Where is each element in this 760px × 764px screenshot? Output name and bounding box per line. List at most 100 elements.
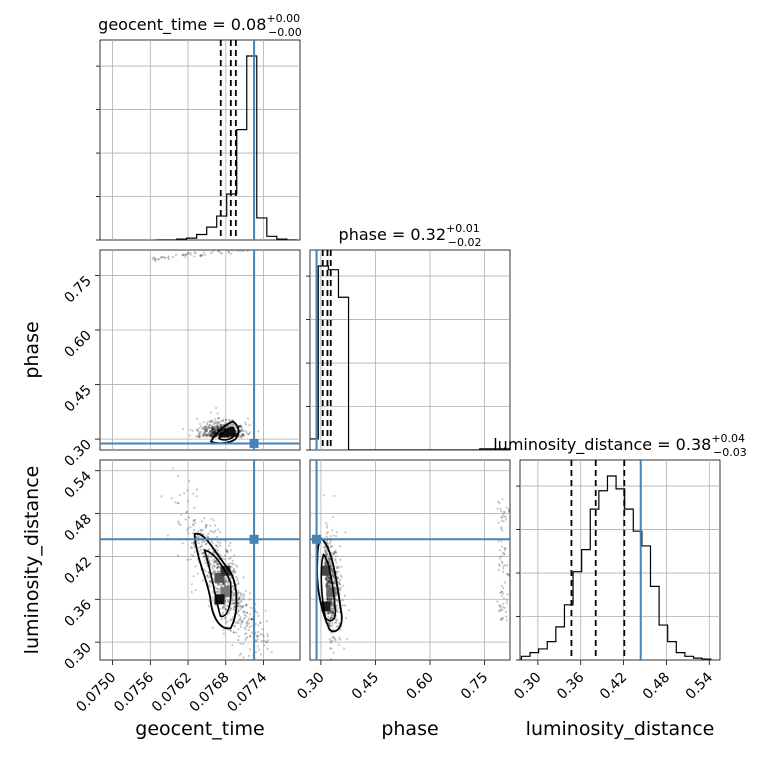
scatter-point	[327, 580, 330, 583]
scatter-point	[331, 545, 334, 548]
scatter-point	[326, 542, 329, 545]
scatter-point	[245, 621, 248, 624]
scatter-point	[238, 602, 241, 605]
scatter-point	[343, 604, 346, 607]
scatter-point	[330, 568, 333, 571]
scatter-point	[171, 256, 175, 259]
scatter-point	[253, 247, 255, 249]
scatter-point	[259, 246, 261, 248]
scatter-point	[206, 425, 209, 428]
scatter-point	[338, 583, 341, 586]
scatter-point	[328, 579, 331, 583]
scatter-point	[325, 555, 328, 558]
scatter-point	[240, 593, 243, 596]
scatter-point	[327, 580, 330, 583]
scatter-point	[192, 575, 195, 578]
scatter-point	[325, 583, 329, 586]
scatter-point	[249, 606, 252, 609]
scatter-point	[239, 250, 242, 253]
scatter-point	[211, 530, 214, 533]
scatter-point	[339, 628, 342, 631]
scatter-point	[331, 568, 334, 571]
scatter-point	[502, 597, 505, 600]
scatter-point	[199, 255, 202, 258]
scatter-point	[212, 431, 215, 435]
scatter-point	[198, 427, 201, 430]
y-tick-label-luminosity_distance: 0.36	[61, 597, 94, 630]
scatter-point	[338, 581, 341, 584]
scatter-point	[326, 597, 329, 600]
scatter-point	[328, 598, 331, 601]
y-tick-label-luminosity_distance: 0.30	[61, 640, 94, 673]
hist-phase	[310, 250, 510, 450]
scatter-point	[323, 562, 326, 565]
y-tick-label-phase: 0.75	[61, 273, 94, 306]
scatter-point	[328, 580, 331, 583]
scatter-point	[213, 565, 216, 568]
scatter-point	[328, 575, 331, 578]
y-tick-label-phase: 0.30	[61, 437, 94, 470]
scatter-point	[275, 246, 277, 248]
scatter-point	[241, 606, 244, 609]
scatter-point	[212, 433, 215, 436]
scatter-point	[195, 435, 198, 438]
scatter-point	[332, 635, 335, 639]
scatter-point	[216, 566, 219, 569]
scatter-point	[257, 634, 260, 638]
scatter-point	[250, 618, 253, 621]
scatter-point	[211, 431, 215, 434]
scatter-point	[241, 433, 245, 436]
scatter-point	[193, 545, 196, 549]
scatter-point	[227, 425, 230, 429]
scatter-point	[234, 563, 237, 566]
scatter-point	[257, 624, 260, 627]
scatter-point	[255, 640, 258, 643]
scatter-point	[205, 523, 208, 527]
scatter-point	[206, 536, 209, 539]
scatter-point	[237, 609, 240, 613]
scatter-point	[240, 428, 243, 431]
scatter-point	[325, 535, 328, 538]
scatter-point	[204, 425, 207, 428]
scatter-point	[329, 598, 332, 601]
scatter-point	[219, 583, 222, 586]
scatter-point	[239, 594, 243, 597]
scatter-point	[330, 567, 333, 570]
scatter-point	[212, 423, 215, 426]
scatter-point	[327, 597, 330, 600]
scatter-point	[221, 582, 224, 585]
scatter-point	[257, 430, 260, 433]
scatter-point	[256, 645, 259, 648]
scatter-point	[226, 436, 229, 439]
scatter-point	[250, 617, 254, 621]
scatter-point	[326, 578, 329, 582]
scatter-point	[188, 434, 191, 437]
scatter-point	[216, 429, 219, 432]
scatter-point	[217, 428, 220, 431]
scatter-point	[231, 601, 234, 605]
scatter-point	[233, 570, 236, 574]
scatter-point	[334, 555, 338, 558]
scatter-point	[247, 617, 251, 621]
scatter-point	[499, 605, 502, 608]
density-core	[321, 601, 331, 612]
scatter-point	[176, 502, 179, 505]
scatter-point	[231, 594, 234, 597]
scatter-point	[240, 600, 243, 603]
scatter-point	[507, 508, 510, 511]
scatter-point	[328, 612, 331, 615]
scatter-point	[220, 419, 224, 422]
scatter-point	[240, 247, 242, 249]
scatter-point	[329, 564, 332, 567]
scatter-point	[328, 584, 331, 587]
scatter-point	[498, 609, 501, 612]
scatter-point	[335, 593, 338, 596]
x-tick-label-luminosity_distance: 0.36	[554, 669, 587, 702]
scatter-point	[221, 583, 224, 586]
scatter-point	[219, 432, 222, 435]
scatter-point	[208, 575, 211, 578]
scatter-point	[229, 629, 233, 632]
scatter-point	[268, 661, 270, 663]
scatter-point	[210, 433, 213, 436]
scatter-point	[335, 561, 338, 564]
